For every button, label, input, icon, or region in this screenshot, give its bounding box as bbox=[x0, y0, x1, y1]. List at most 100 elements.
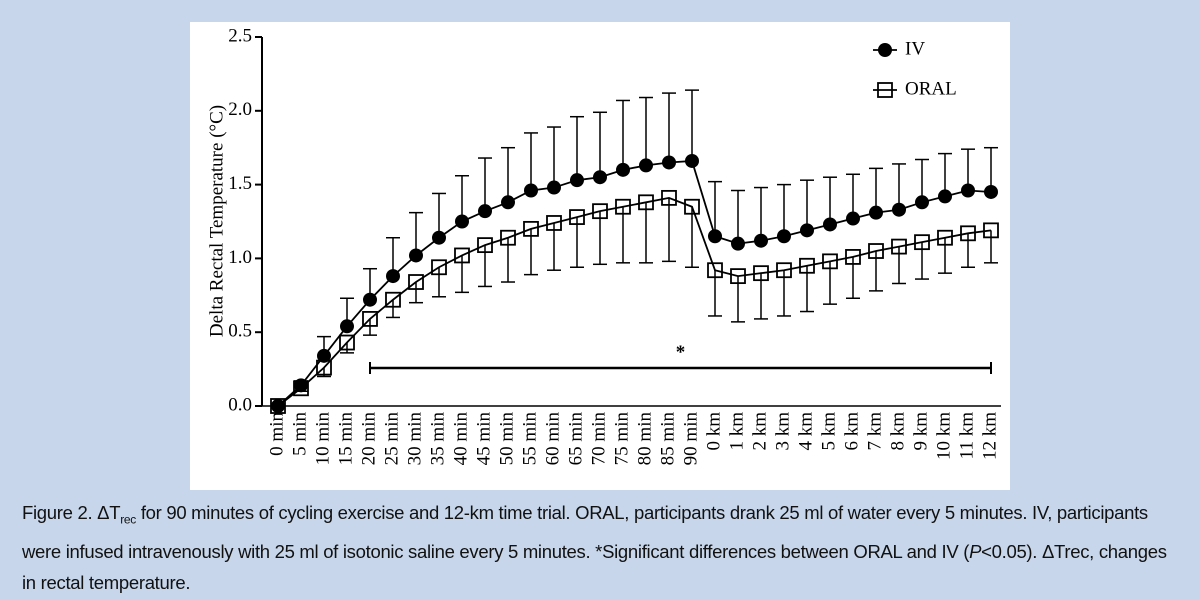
caption-text: for 90 minutes of cycling exercise and 1… bbox=[22, 502, 1148, 562]
point bbox=[845, 249, 861, 265]
point bbox=[478, 204, 492, 219]
x-tick-label: 10 km bbox=[933, 412, 954, 460]
error-bar bbox=[662, 92, 676, 163]
x-tick-label: 8 km bbox=[887, 412, 908, 451]
caption-text: <0.05). ΔTrec, changes in rectal tempera… bbox=[22, 540, 1167, 593]
point bbox=[662, 155, 676, 170]
point bbox=[431, 259, 447, 276]
point bbox=[570, 173, 584, 188]
error-bar bbox=[340, 342, 354, 354]
point bbox=[868, 243, 884, 259]
error-bar bbox=[662, 197, 676, 263]
x-tick-label: 2 km bbox=[749, 412, 770, 451]
point bbox=[984, 184, 998, 199]
x-tick-label: 60 min bbox=[542, 412, 563, 466]
point bbox=[776, 262, 792, 279]
x-tick-label: 15 min bbox=[335, 412, 356, 466]
error-bar bbox=[984, 146, 998, 192]
x-tick-label: 20 min bbox=[358, 412, 379, 466]
point bbox=[432, 230, 446, 245]
point bbox=[317, 348, 331, 363]
error-bar bbox=[777, 183, 791, 237]
x-tick-label: 6 km bbox=[841, 412, 862, 451]
x-tick-label: 9 km bbox=[910, 412, 931, 451]
point bbox=[455, 214, 469, 229]
point bbox=[846, 211, 860, 226]
error-bar bbox=[869, 167, 883, 213]
point bbox=[685, 153, 699, 168]
point bbox=[340, 319, 354, 334]
error-bar bbox=[593, 111, 607, 178]
error-bar bbox=[501, 146, 515, 203]
point bbox=[592, 203, 608, 220]
point bbox=[408, 274, 424, 290]
point bbox=[616, 162, 630, 177]
error-bar bbox=[409, 211, 423, 256]
error-bar bbox=[432, 192, 446, 238]
point bbox=[385, 291, 401, 308]
chart: Delta Rectal Temperature (°C) 0.0 0.5 1.0 1… bbox=[190, 22, 1010, 490]
y-tick-label: 0.5 bbox=[228, 321, 252, 342]
error-bar bbox=[685, 206, 699, 269]
error-bar bbox=[455, 174, 469, 222]
x-tick-label: 5 min bbox=[289, 412, 310, 456]
error-bar bbox=[731, 189, 745, 244]
point bbox=[983, 222, 999, 239]
point bbox=[822, 253, 838, 270]
point bbox=[708, 229, 722, 244]
error-bar bbox=[432, 267, 446, 298]
point bbox=[477, 237, 493, 254]
x-tick-label: 4 km bbox=[795, 412, 816, 451]
error-bar bbox=[915, 158, 929, 203]
caption-subscript: rec bbox=[120, 512, 136, 527]
error-bar bbox=[708, 180, 722, 237]
error-bar bbox=[593, 211, 607, 266]
x-tick-label: 55 min bbox=[519, 412, 540, 466]
error-bar bbox=[639, 202, 653, 264]
x-tick-label: 70 min bbox=[588, 412, 609, 466]
x-tick-label: 75 min bbox=[611, 412, 632, 466]
caption-text: Figure 2. ΔT bbox=[22, 502, 121, 523]
error-bar bbox=[547, 126, 561, 188]
x-tick-label: 65 min bbox=[565, 412, 586, 466]
error-bar bbox=[754, 186, 768, 241]
point bbox=[961, 183, 975, 198]
error-bar bbox=[938, 152, 952, 197]
x-tick-label: 85 min bbox=[657, 412, 678, 466]
error-bar bbox=[386, 299, 400, 319]
error-bar bbox=[616, 99, 630, 170]
x-tick-label: 0 min bbox=[266, 412, 287, 456]
error-bar bbox=[616, 206, 630, 264]
x-tick-label: 90 min bbox=[680, 412, 701, 466]
error-bar bbox=[409, 282, 423, 304]
error-bar bbox=[639, 96, 653, 166]
point bbox=[293, 380, 309, 397]
point bbox=[914, 234, 930, 251]
error-bar bbox=[363, 318, 377, 336]
error-bar bbox=[800, 179, 814, 231]
x-tick-label: 35 min bbox=[427, 412, 448, 466]
point bbox=[800, 223, 814, 238]
error-bar bbox=[846, 173, 860, 219]
point bbox=[639, 158, 653, 173]
point bbox=[823, 217, 837, 232]
point bbox=[891, 238, 907, 255]
x-tick-label: 40 min bbox=[450, 412, 471, 466]
point bbox=[362, 311, 378, 327]
error-bar bbox=[961, 233, 975, 269]
point bbox=[546, 215, 562, 231]
caption: Figure 2. ΔTrec for 90 minutes of cyclin… bbox=[22, 497, 1172, 598]
x-tick-label: 3 km bbox=[772, 412, 793, 451]
point bbox=[661, 189, 677, 206]
y-tick-label: 2.0 bbox=[228, 99, 252, 120]
error-bar bbox=[938, 237, 952, 274]
point bbox=[684, 198, 700, 215]
x-tick-label: 12 km bbox=[979, 412, 1000, 460]
significance-label: * bbox=[676, 342, 686, 363]
error-bar bbox=[892, 163, 906, 210]
point bbox=[799, 257, 815, 274]
error-bar bbox=[823, 176, 837, 225]
series-line bbox=[277, 196, 992, 407]
point bbox=[753, 265, 769, 282]
